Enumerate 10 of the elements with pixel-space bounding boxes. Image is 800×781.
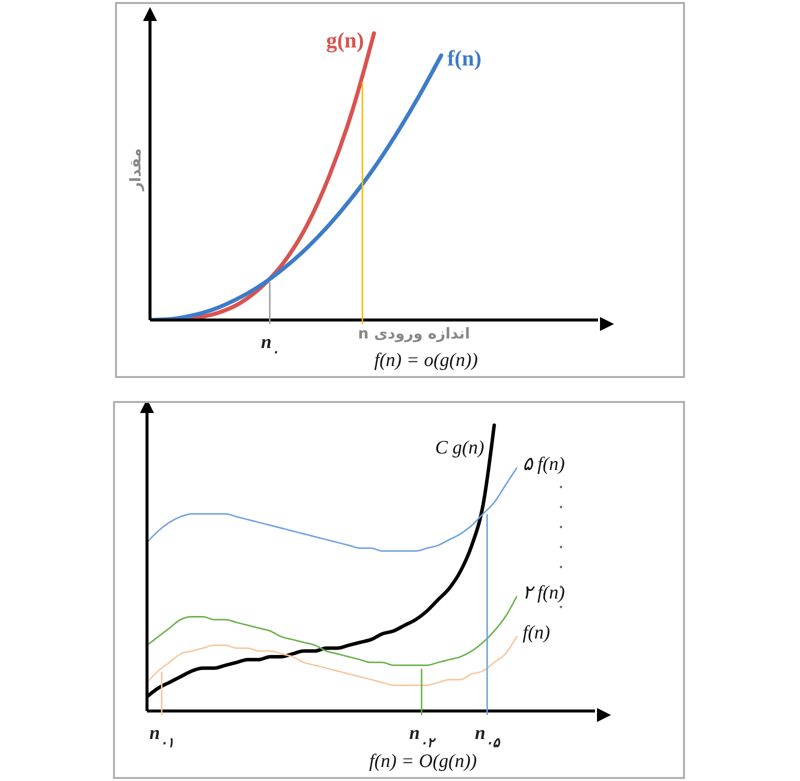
x-axis-title: n اندازه ورودی bbox=[358, 324, 470, 343]
series-label: f(n) bbox=[447, 45, 482, 70]
text: f(n) = O(g(n)) bbox=[368, 751, 478, 773]
series-label: ۵ f(n) bbox=[522, 454, 565, 476]
series-label: f(n) bbox=[522, 622, 550, 644]
series-label: ۲ f(n) bbox=[522, 582, 565, 604]
series-label: g(n) bbox=[326, 27, 364, 52]
text: f(n) = o(g(n)) bbox=[374, 350, 478, 371]
y-axis-title: مقدار bbox=[126, 148, 144, 192]
series-label: C g(n) bbox=[435, 437, 484, 458]
